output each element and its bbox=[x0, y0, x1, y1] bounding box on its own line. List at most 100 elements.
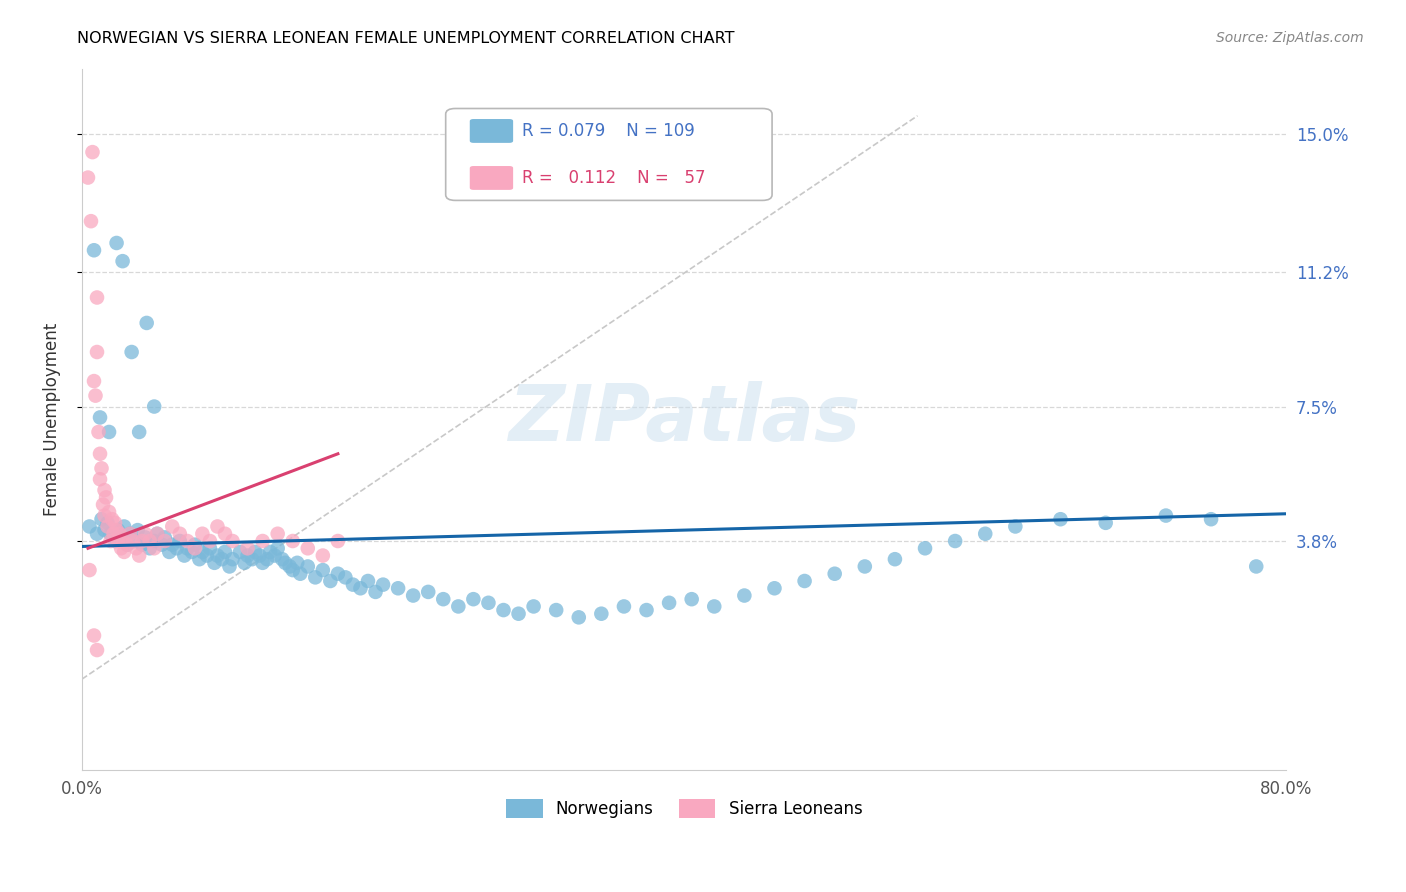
Point bbox=[79, 563, 101, 577]
Point bbox=[853, 559, 876, 574]
Point bbox=[93, 508, 115, 523]
Point bbox=[153, 530, 176, 544]
Point bbox=[281, 534, 304, 549]
Point bbox=[221, 534, 243, 549]
Point bbox=[278, 559, 301, 574]
Point bbox=[128, 549, 150, 563]
Point bbox=[84, 389, 107, 403]
Text: R = 0.079    N = 109: R = 0.079 N = 109 bbox=[522, 122, 695, 140]
Point bbox=[1004, 519, 1026, 533]
Point bbox=[249, 549, 271, 563]
Point bbox=[418, 585, 440, 599]
Point bbox=[402, 589, 425, 603]
Point bbox=[103, 526, 125, 541]
Point bbox=[195, 549, 218, 563]
Point bbox=[120, 526, 142, 541]
Point bbox=[173, 549, 195, 563]
Text: R =   0.112    N =   57: R = 0.112 N = 57 bbox=[522, 169, 704, 187]
Point bbox=[86, 345, 108, 359]
Point bbox=[143, 534, 166, 549]
Point bbox=[86, 526, 108, 541]
Point bbox=[80, 214, 103, 228]
Point bbox=[240, 552, 263, 566]
Point bbox=[112, 545, 135, 559]
Point bbox=[131, 538, 153, 552]
Point bbox=[128, 425, 150, 439]
Point bbox=[252, 534, 274, 549]
Point bbox=[508, 607, 530, 621]
Point bbox=[93, 523, 115, 537]
Point bbox=[207, 519, 229, 533]
Point bbox=[271, 552, 294, 566]
Point bbox=[492, 603, 515, 617]
Point bbox=[169, 526, 191, 541]
Point bbox=[89, 410, 111, 425]
Point bbox=[281, 563, 304, 577]
Point bbox=[914, 541, 936, 556]
Point bbox=[89, 447, 111, 461]
Point bbox=[105, 523, 128, 537]
Point bbox=[266, 541, 288, 556]
Point bbox=[122, 534, 145, 549]
Point bbox=[77, 170, 100, 185]
Point bbox=[180, 545, 202, 559]
Point bbox=[447, 599, 470, 614]
Point bbox=[110, 530, 132, 544]
Point bbox=[82, 145, 104, 160]
Point bbox=[91, 498, 114, 512]
Text: NORWEGIAN VS SIERRA LEONEAN FEMALE UNEMPLOYMENT CORRELATION CHART: NORWEGIAN VS SIERRA LEONEAN FEMALE UNEMP… bbox=[77, 31, 735, 46]
Point bbox=[349, 581, 371, 595]
Point bbox=[266, 526, 288, 541]
Point bbox=[98, 505, 121, 519]
Point bbox=[243, 545, 266, 559]
Point bbox=[86, 643, 108, 657]
Point bbox=[120, 526, 142, 541]
Point bbox=[89, 472, 111, 486]
Point bbox=[111, 254, 134, 268]
Point bbox=[290, 566, 312, 581]
Point bbox=[134, 530, 156, 544]
Point bbox=[204, 556, 226, 570]
Point bbox=[259, 545, 281, 559]
Point bbox=[83, 628, 105, 642]
Point bbox=[135, 316, 157, 330]
Point bbox=[943, 534, 966, 549]
Point bbox=[115, 538, 138, 552]
Point bbox=[138, 541, 160, 556]
Point bbox=[733, 589, 755, 603]
Point bbox=[974, 526, 997, 541]
Point bbox=[1199, 512, 1222, 526]
Point bbox=[342, 577, 364, 591]
Point bbox=[188, 552, 211, 566]
Point bbox=[1094, 516, 1116, 530]
Point bbox=[477, 596, 499, 610]
Point bbox=[312, 563, 335, 577]
Point bbox=[100, 526, 122, 541]
Point bbox=[101, 512, 124, 526]
Point bbox=[98, 425, 121, 439]
Point bbox=[176, 541, 198, 556]
Point bbox=[107, 534, 129, 549]
Point bbox=[256, 552, 278, 566]
Point bbox=[364, 585, 387, 599]
Point bbox=[304, 570, 326, 584]
Point bbox=[138, 534, 160, 549]
Point bbox=[1244, 559, 1267, 574]
Point bbox=[198, 541, 221, 556]
Y-axis label: Female Unemployment: Female Unemployment bbox=[44, 323, 60, 516]
Point bbox=[93, 483, 115, 497]
Point bbox=[121, 345, 143, 359]
Point bbox=[884, 552, 907, 566]
Point bbox=[111, 534, 134, 549]
Point bbox=[793, 574, 815, 588]
FancyBboxPatch shape bbox=[446, 109, 772, 201]
Point bbox=[824, 566, 846, 581]
Point bbox=[184, 538, 207, 552]
Point bbox=[326, 566, 349, 581]
Point bbox=[523, 599, 546, 614]
Point bbox=[214, 526, 236, 541]
Point bbox=[357, 574, 380, 588]
Point bbox=[371, 577, 394, 591]
FancyBboxPatch shape bbox=[470, 166, 513, 190]
Point bbox=[233, 556, 256, 570]
